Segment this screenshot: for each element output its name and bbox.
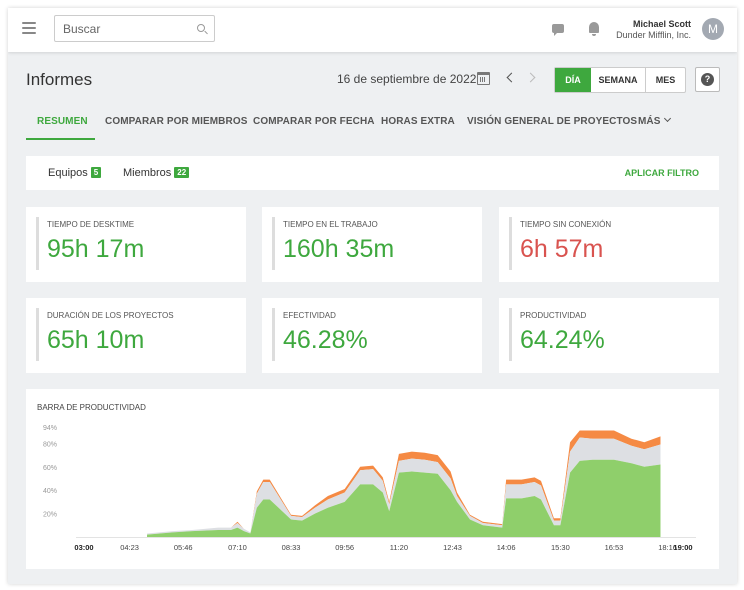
page-title: Informes bbox=[26, 70, 93, 89]
members-filter[interactable]: Miembros 22 bbox=[123, 167, 190, 179]
stat-value: 160h 35m bbox=[283, 235, 395, 263]
stat-card-project-duration: DURACIÓN DE LOS PROYECTOS 65h 10m bbox=[26, 298, 246, 373]
top-bar: Michael Scott Dunder Mifflin, Inc. M bbox=[8, 8, 737, 52]
stat-card-effectiveness: EFECTIVIDAD 46.28% bbox=[262, 298, 482, 373]
tab-mas[interactable]: MÁS bbox=[638, 114, 671, 127]
card-accent bbox=[509, 217, 512, 270]
stat-value: 64.24% bbox=[520, 326, 605, 354]
x-tick-label: 04:23 bbox=[120, 543, 139, 552]
y-tick-label: 60% bbox=[43, 465, 57, 472]
teams-label: Equipos bbox=[48, 167, 88, 179]
productivity-chart: 94% 80% 60% 40% 20% 03:00 04:23 05:46 07:10 08:33… bbox=[43, 425, 696, 552]
stat-label: EFECTIVIDAD bbox=[283, 311, 336, 320]
notification-bell-icon[interactable] bbox=[589, 22, 599, 36]
card-accent bbox=[272, 308, 275, 361]
chevron-down-icon bbox=[663, 114, 671, 123]
report-tabs: RESUMEN COMPARAR POR MIEMBROS COMPARAR P… bbox=[8, 114, 737, 140]
stat-label: PRODUCTIVIDAD bbox=[520, 311, 587, 320]
chat-icon[interactable] bbox=[552, 24, 564, 36]
y-tick-label: 20% bbox=[43, 512, 57, 519]
productive-area bbox=[147, 459, 661, 537]
teams-count-badge: 5 bbox=[90, 167, 102, 178]
members-label: Miembros bbox=[123, 167, 172, 179]
tab-horas-extra[interactable]: HORAS EXTRA bbox=[381, 116, 455, 127]
stat-label: TIEMPO DE DESKTIME bbox=[47, 220, 135, 229]
help-button[interactable]: ? bbox=[695, 67, 720, 92]
search-icon[interactable] bbox=[197, 24, 205, 32]
user-name[interactable]: Michael Scott bbox=[632, 19, 691, 29]
members-count-badge: 22 bbox=[174, 167, 190, 178]
active-tab-indicator bbox=[26, 138, 95, 140]
user-organization: Dunder Mifflin, Inc. bbox=[616, 30, 691, 40]
chevron-right-icon[interactable] bbox=[525, 72, 536, 83]
help-icon: ? bbox=[701, 73, 714, 86]
hamburger-menu-icon[interactable] bbox=[22, 22, 36, 34]
filter-bar: Equipos 5 Miembros 22 APLICAR FILTRO bbox=[26, 156, 719, 190]
y-tick-label: 80% bbox=[43, 441, 57, 448]
chevron-left-icon[interactable] bbox=[506, 72, 517, 83]
calendar-icon[interactable] bbox=[477, 72, 490, 85]
search-input[interactable] bbox=[55, 16, 185, 41]
tab-mas-label: MÁS bbox=[638, 116, 661, 127]
tab-resumen[interactable]: RESUMEN bbox=[37, 116, 88, 127]
range-selector: DÍA SEMANA MES bbox=[554, 67, 686, 93]
stat-label: TIEMPO EN EL TRABAJO bbox=[283, 220, 378, 229]
tab-comparar-fecha[interactable]: COMPARAR POR FECHA bbox=[253, 116, 375, 127]
chart-title: BARRA DE PRODUCTIVIDAD bbox=[37, 403, 146, 412]
x-tick-label: 14:06 bbox=[497, 543, 516, 552]
y-tick-label: 94% bbox=[43, 425, 57, 432]
card-accent bbox=[272, 217, 275, 270]
stat-label: TIEMPO SIN CONEXIÓN bbox=[520, 220, 612, 229]
avatar[interactable]: M bbox=[702, 18, 724, 40]
productivity-chart-card: BARRA DE PRODUCTIVIDAD 94% 80% 60% 40% 20% 03… bbox=[26, 389, 719, 569]
x-tick-label: 08:33 bbox=[282, 543, 301, 552]
teams-filter[interactable]: Equipos 5 bbox=[48, 167, 102, 179]
stat-value: 95h 17m bbox=[47, 235, 145, 263]
apply-filter-button[interactable]: APLICAR FILTRO bbox=[624, 168, 699, 178]
stat-card-desktime: TIEMPO DE DESKTIME 95h 17m bbox=[26, 207, 246, 282]
card-accent bbox=[509, 308, 512, 361]
tab-comparar-miembros[interactable]: COMPARAR POR MIEMBROS bbox=[105, 116, 248, 127]
x-tick-label: 07:10 bbox=[228, 543, 247, 552]
range-week-button[interactable]: SEMANA bbox=[591, 68, 646, 92]
stat-value: 6h 57m bbox=[520, 235, 604, 263]
stat-value: 46.28% bbox=[283, 326, 368, 354]
stat-card-work-time: TIEMPO EN EL TRABAJO 160h 35m bbox=[262, 207, 482, 282]
range-month-button[interactable]: MES bbox=[655, 75, 676, 85]
x-tick-label: 11:20 bbox=[390, 543, 408, 552]
tab-vision-proyectos[interactable]: VISIÓN GENERAL DE PROYECTOS bbox=[467, 116, 638, 127]
x-tick-label: 12:43 bbox=[443, 543, 462, 552]
x-tick-label: 16:53 bbox=[605, 543, 624, 552]
stat-card-productivity: PRODUCTIVIDAD 64.24% bbox=[499, 298, 719, 373]
x-tick-label: 05:46 bbox=[174, 543, 193, 552]
stat-value: 65h 10m bbox=[47, 326, 145, 354]
x-tick-label: 09:56 bbox=[335, 543, 354, 552]
x-tick-label: 18:16 bbox=[658, 543, 677, 552]
card-accent bbox=[36, 217, 39, 270]
x-tick-label: 15:30 bbox=[551, 543, 570, 552]
x-tick-label: 19:00 bbox=[673, 543, 692, 552]
stat-card-offline-time: TIEMPO SIN CONEXIÓN 6h 57m bbox=[499, 207, 719, 282]
search-box[interactable] bbox=[54, 15, 215, 42]
neutral-area bbox=[147, 437, 661, 535]
range-day-button[interactable]: DÍA bbox=[555, 68, 591, 92]
stat-label: DURACIÓN DE LOS PROYECTOS bbox=[47, 311, 174, 320]
x-tick-label: 03:00 bbox=[74, 543, 93, 552]
date-label: 16 de septiembre de 2022 bbox=[337, 72, 477, 86]
y-tick-label: 40% bbox=[43, 488, 57, 495]
card-accent bbox=[36, 308, 39, 361]
app-window: Michael Scott Dunder Mifflin, Inc. M Inf… bbox=[8, 8, 737, 584]
